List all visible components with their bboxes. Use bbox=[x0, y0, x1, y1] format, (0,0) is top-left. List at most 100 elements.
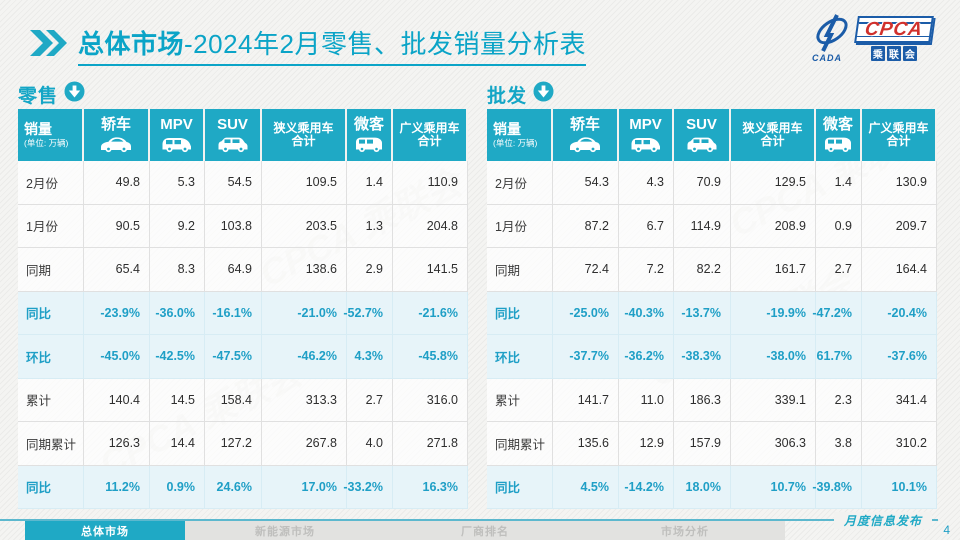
header-cell-label: MPV bbox=[160, 116, 193, 134]
value-cell: 70.9 bbox=[674, 161, 731, 205]
cpca-acronym: CPCA bbox=[863, 18, 925, 40]
row-label-cell: 同期累计 bbox=[487, 422, 553, 466]
cpca-logo: CADA CPCA 乘联会 bbox=[810, 12, 938, 64]
header-cell: SUV bbox=[674, 109, 731, 161]
value-cell: -23.9% bbox=[84, 291, 150, 335]
value-cell: 209.7 bbox=[862, 204, 937, 248]
value-cell: 90.5 bbox=[84, 204, 150, 248]
value-cell: -36.0% bbox=[150, 291, 205, 335]
value-cell: 316.0 bbox=[393, 378, 468, 422]
value-cell: 8.3 bbox=[150, 248, 205, 292]
mpv-icon bbox=[629, 136, 663, 153]
value-cell: -37.6% bbox=[862, 335, 937, 379]
header-cell: 狭义乘用车 合计 bbox=[731, 109, 816, 161]
value-cell: -46.2% bbox=[262, 335, 347, 379]
value-cell: 54.3 bbox=[553, 161, 619, 205]
row-label-cell: 环比 bbox=[487, 335, 553, 379]
row-label-cell: 2月份 bbox=[487, 161, 553, 205]
value-cell: 0.9 bbox=[816, 204, 862, 248]
value-cell: -45.8% bbox=[393, 335, 468, 379]
row-label-cell: 同期累计 bbox=[18, 422, 84, 466]
value-cell: -47.2% bbox=[812, 291, 862, 335]
value-cell: -25.0% bbox=[553, 291, 619, 335]
value-cell: 103.8 bbox=[205, 204, 262, 248]
value-cell: -14.2% bbox=[619, 465, 674, 509]
cpca-chinese-char: 会 bbox=[902, 45, 917, 61]
value-cell: -33.2% bbox=[343, 465, 393, 509]
value-cell: 2.7 bbox=[347, 378, 393, 422]
page-number: 4 bbox=[943, 523, 950, 537]
table-grid: 销量 (单位: 万辆) 轿车 MPV SUV 狭义乘用车 合计 微客 广义乘用车 合计 2月份 4… bbox=[18, 109, 468, 509]
value-cell: 4.3 bbox=[619, 161, 674, 205]
header-cell-label: 轿车 bbox=[100, 116, 131, 134]
page-title-highlight: 总体市场 bbox=[78, 29, 185, 59]
value-cell: 5.3 bbox=[150, 161, 205, 205]
sales-table: 零售 销量 (单位: 万辆) 轿车 MPV SUV 狭义乘用车 合计 微客 广义乘用车 合计 2… bbox=[18, 81, 468, 509]
value-cell: 24.6% bbox=[205, 465, 262, 509]
value-cell: 203.5 bbox=[262, 204, 347, 248]
value-cell: 9.2 bbox=[150, 204, 205, 248]
table-grid: 销量 (单位: 万辆) 轿车 MPV SUV 狭义乘用车 合计 微客 广义乘用车 合计 2月份 5… bbox=[487, 109, 937, 509]
header-cell-label: SUV bbox=[686, 116, 717, 134]
cada-swoosh-icon: CADA bbox=[810, 13, 854, 63]
header-cell-unit: (单位: 万辆) bbox=[493, 138, 538, 149]
value-cell: 186.3 bbox=[674, 378, 731, 422]
value-cell: 3.8 bbox=[816, 422, 862, 466]
cpca-chinese-name: 乘联会 bbox=[856, 45, 932, 61]
download-circle-icon bbox=[533, 81, 554, 107]
value-cell: 158.4 bbox=[205, 378, 262, 422]
row-label-cell: 2月份 bbox=[18, 161, 84, 205]
suv-icon bbox=[216, 136, 250, 153]
header-cell: MPV bbox=[619, 109, 674, 161]
value-cell: -21.6% bbox=[393, 291, 468, 335]
value-cell: 271.8 bbox=[393, 422, 468, 466]
value-cell: 157.9 bbox=[674, 422, 731, 466]
header-cell: 微客 bbox=[816, 109, 862, 161]
row-label-cell: 环比 bbox=[18, 335, 84, 379]
download-circle-icon bbox=[64, 81, 85, 107]
footer-tabs: 总体市场 新能源市场 厂商排名 市场分析 bbox=[25, 521, 785, 540]
footer-tab-active[interactable]: 总体市场 bbox=[25, 521, 185, 540]
footer-tab-inactive[interactable]: 新能源市场 bbox=[185, 521, 385, 540]
value-cell: 161.7 bbox=[731, 248, 816, 292]
footer-tab-inactive[interactable]: 厂商排名 bbox=[385, 521, 585, 540]
value-cell: 2.3 bbox=[816, 378, 862, 422]
value-cell: 2.9 bbox=[347, 248, 393, 292]
microvan-icon bbox=[823, 136, 853, 153]
double-chevron-right-icon bbox=[28, 29, 68, 62]
header-cell: 轿车 bbox=[553, 109, 619, 161]
header-cell-label: 微客 bbox=[822, 116, 853, 134]
value-cell: -36.2% bbox=[619, 335, 674, 379]
value-cell: 1.3 bbox=[347, 204, 393, 248]
header-cell-label: 广义乘用车 合计 bbox=[399, 120, 460, 148]
microvan-icon bbox=[354, 136, 384, 153]
page-title: 总体市场-2024年2月零售、批发销量分析表 bbox=[78, 24, 586, 66]
value-cell: -42.5% bbox=[150, 335, 205, 379]
value-cell: 82.2 bbox=[674, 248, 731, 292]
header-cell-unit: (单位: 万辆) bbox=[24, 138, 69, 149]
value-cell: 65.4 bbox=[84, 248, 150, 292]
value-cell: -45.0% bbox=[84, 335, 150, 379]
value-cell: 313.3 bbox=[262, 378, 347, 422]
value-cell: 114.9 bbox=[674, 204, 731, 248]
value-cell: 208.9 bbox=[731, 204, 816, 248]
cada-text: CADA bbox=[812, 53, 842, 63]
value-cell: -52.7% bbox=[343, 291, 393, 335]
value-cell: 2.7 bbox=[816, 248, 862, 292]
value-cell: 7.2 bbox=[619, 248, 674, 292]
header-cell-label: 狭义乘用车 合计 bbox=[742, 120, 803, 148]
value-cell: 204.8 bbox=[393, 204, 468, 248]
header-cell-label: 轿车 bbox=[569, 116, 600, 134]
header-cell-label: 广义乘用车 合计 bbox=[868, 120, 929, 148]
row-label-cell: 累计 bbox=[18, 378, 84, 422]
value-cell: 339.1 bbox=[731, 378, 816, 422]
value-cell: 130.9 bbox=[862, 161, 937, 205]
mpv-icon bbox=[160, 136, 194, 153]
header-cell: SUV bbox=[205, 109, 262, 161]
value-cell: 11.0 bbox=[619, 378, 674, 422]
value-cell: 141.5 bbox=[393, 248, 468, 292]
footer-tab-inactive[interactable]: 市场分析 bbox=[585, 521, 785, 540]
header-cell: 轿车 bbox=[84, 109, 150, 161]
value-cell: 164.4 bbox=[862, 248, 937, 292]
value-cell: 126.3 bbox=[84, 422, 150, 466]
